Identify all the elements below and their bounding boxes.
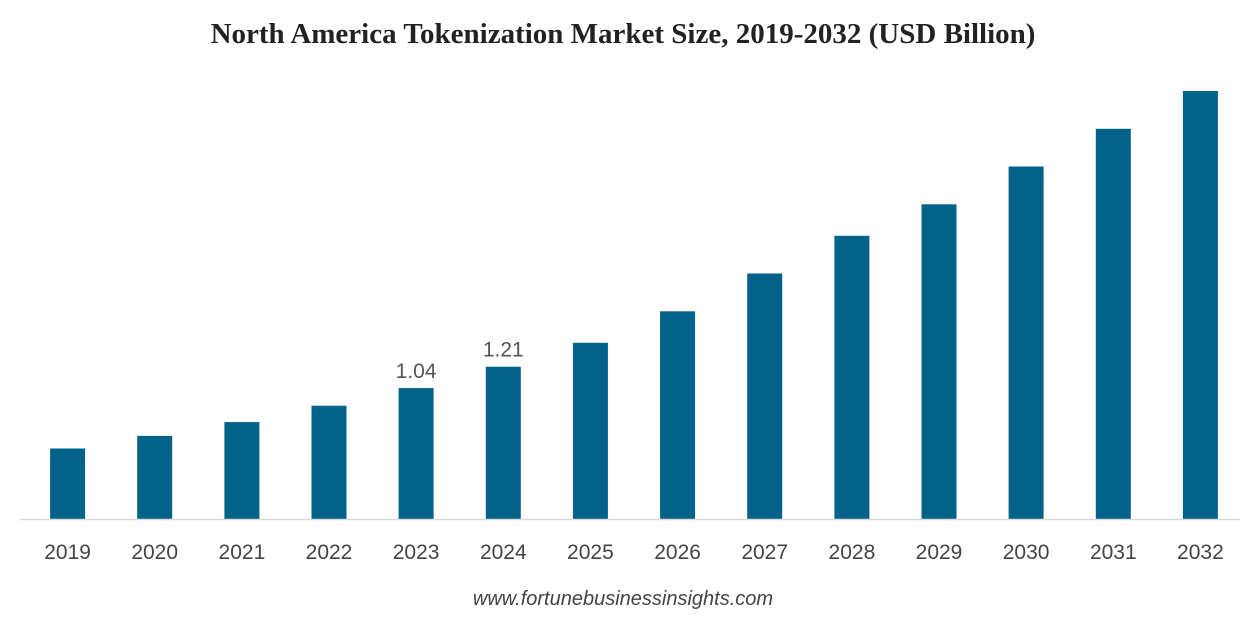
bar-2021	[224, 422, 260, 519]
x-tick-label-2023: 2023	[393, 541, 440, 564]
x-tick-label-2020: 2020	[131, 541, 178, 564]
bar-2020	[137, 435, 173, 519]
x-tick-label-2025: 2025	[567, 541, 614, 564]
chart-title: North America Tokenization Market Size, …	[210, 18, 1036, 50]
bar-2025	[572, 342, 608, 519]
bar-2024	[485, 366, 521, 519]
bars-group	[50, 91, 1218, 520]
bar-2030	[1008, 166, 1044, 519]
x-tick-label-2021: 2021	[219, 541, 266, 564]
x-tick-label-2027: 2027	[741, 541, 788, 564]
bar-2028	[834, 235, 870, 520]
x-tick-label-2019: 2019	[44, 541, 91, 564]
x-tick-label-2024: 2024	[480, 541, 527, 564]
bar-2031	[1095, 128, 1131, 520]
bar-2026	[660, 311, 696, 519]
bar-2029	[921, 204, 957, 520]
bar-2032	[1182, 91, 1218, 519]
data-labels-group: 1.04 1.21	[396, 339, 524, 383]
data-label-2024: 1.21	[483, 339, 524, 362]
bar-2022	[311, 405, 347, 519]
x-tick-label-2030: 2030	[1003, 541, 1050, 564]
data-label-2023: 1.04	[396, 360, 437, 383]
bar-2019	[50, 448, 86, 519]
x-tick-label-2032: 2032	[1177, 541, 1224, 564]
x-tick-label-2028: 2028	[829, 541, 876, 564]
x-tick-labels-group: 2019 2020 2021 2022 2023 2024 2025 2026 2027 2028…	[44, 541, 1224, 564]
x-tick-label-2029: 2029	[916, 541, 963, 564]
x-tick-label-2031: 2031	[1090, 541, 1137, 564]
x-tick-label-2022: 2022	[306, 541, 353, 564]
source-footer: www.fortunebusinessinsights.com	[472, 588, 774, 610]
bar-2023	[398, 388, 434, 519]
x-tick-label-2026: 2026	[654, 541, 701, 564]
bar-2027	[747, 273, 783, 519]
